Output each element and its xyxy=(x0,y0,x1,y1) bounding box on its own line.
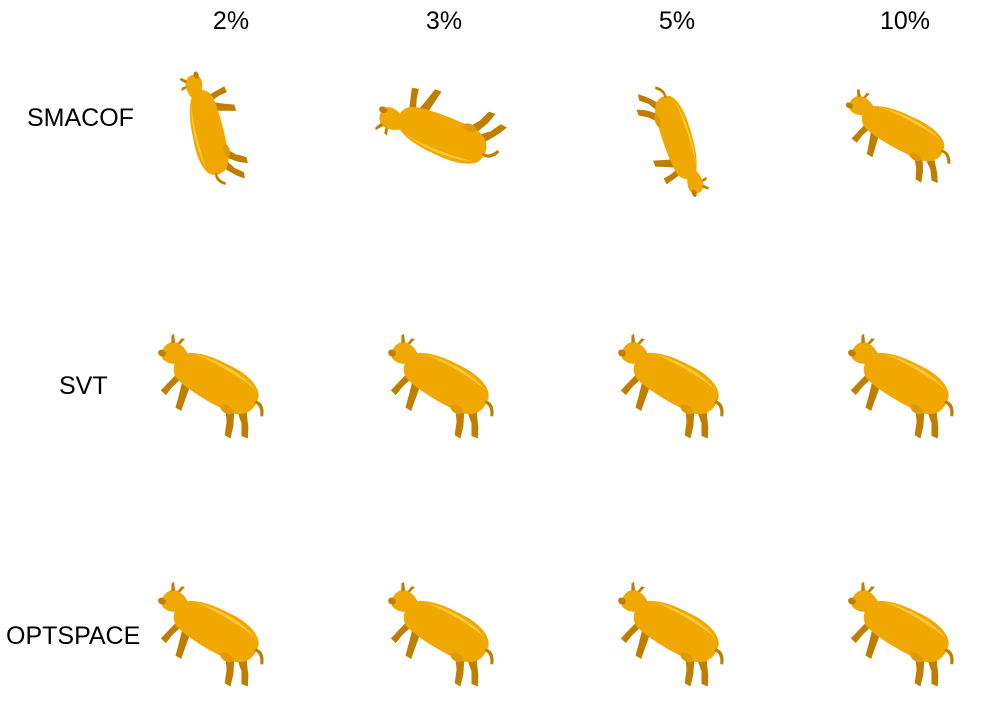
cow-render-smacof-5pct xyxy=(585,50,765,220)
cow-render-smacof-3pct xyxy=(355,50,535,220)
cow-render-smacof-10pct xyxy=(815,50,991,220)
cow-render-svt-3pct xyxy=(358,300,538,470)
row-label-optspace: OPTSPACE xyxy=(6,622,141,650)
column-label-5pct: 5% xyxy=(658,7,696,35)
cow-render-optspace-3pct xyxy=(358,548,538,718)
row-label-svt: SVT xyxy=(59,372,108,400)
column-label-3pct: 3% xyxy=(425,7,463,35)
cow-render-svt-5pct xyxy=(588,300,768,470)
cow-render-optspace-5pct xyxy=(588,548,768,718)
column-label-10pct: 10% xyxy=(879,7,931,35)
row-label-smacof: SMACOF xyxy=(27,104,134,132)
cow-render-optspace-2pct xyxy=(128,548,308,718)
cow-render-optspace-10pct xyxy=(818,548,991,718)
cow-render-smacof-2pct xyxy=(120,50,300,220)
cow-render-svt-2pct xyxy=(128,300,308,470)
column-label-2pct: 2% xyxy=(212,7,250,35)
cow-render-svt-10pct xyxy=(818,300,991,470)
